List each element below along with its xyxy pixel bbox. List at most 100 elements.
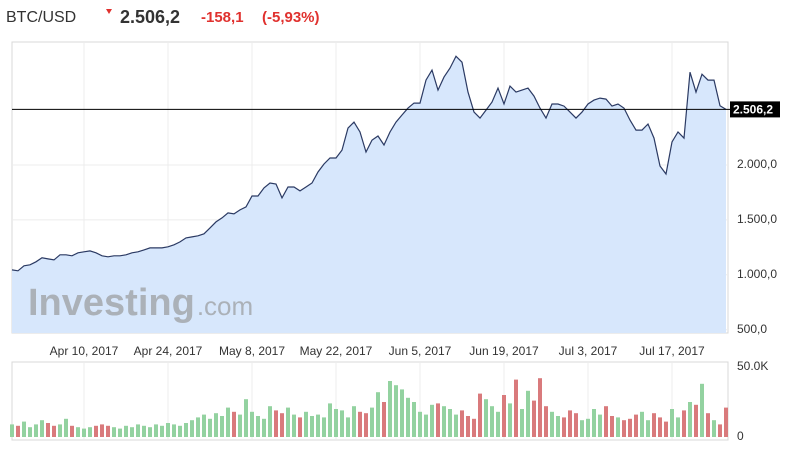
- volume-bar: [46, 423, 50, 437]
- volume-bar: [64, 418, 68, 437]
- volume-bar: [496, 411, 500, 437]
- x-tick-label: Apr 10, 2017: [50, 344, 119, 358]
- volume-bar: [682, 410, 686, 437]
- last-price-label: 2.506,2: [733, 103, 773, 117]
- symbol: BTC/USD: [6, 9, 76, 26]
- volume-bar: [148, 427, 152, 437]
- volume-bar: [250, 411, 254, 437]
- volume-bar: [574, 413, 578, 437]
- volume-bar: [700, 383, 704, 437]
- volume-bar: [286, 407, 290, 437]
- volume-bar: [544, 406, 548, 437]
- last-price: 2.506,2: [120, 7, 180, 27]
- volume-bar: [358, 411, 362, 437]
- volume-bar: [514, 379, 518, 437]
- volume-tick-label: 50.0K: [737, 359, 768, 373]
- x-tick-label: Jun 5, 2017: [389, 344, 452, 358]
- volume-bar: [424, 414, 428, 437]
- x-tick-label: May 8, 2017: [219, 344, 285, 358]
- volume-bar: [292, 414, 296, 437]
- volume-bar: [640, 411, 644, 437]
- volume-bar: [556, 416, 560, 437]
- volume-bar: [520, 409, 524, 437]
- volume-bar: [190, 420, 194, 437]
- volume-bar: [526, 390, 530, 437]
- volume-bar: [220, 416, 224, 437]
- volume-bar: [610, 416, 614, 437]
- volume-bar: [364, 413, 368, 437]
- y-tick-label: 1.500,0: [737, 212, 777, 226]
- volume-bar: [538, 378, 542, 437]
- volume-bar: [436, 403, 440, 437]
- volume-bar: [352, 406, 356, 437]
- x-tick-label: May 22, 2017: [300, 344, 373, 358]
- volume-bar: [622, 420, 626, 437]
- volume-bar: [550, 411, 554, 437]
- volume-bar: [52, 425, 56, 437]
- volume-bar: [10, 424, 14, 437]
- volume-bar: [166, 423, 170, 437]
- volume-bar: [472, 418, 476, 437]
- volume-bar: [568, 410, 572, 437]
- volume-bar: [688, 402, 692, 437]
- volume-bar: [136, 424, 140, 437]
- volume-bar: [310, 416, 314, 437]
- volume-bar: [460, 410, 464, 437]
- volume-bar: [88, 427, 92, 437]
- volume-bar: [208, 418, 212, 437]
- volume-bar: [484, 399, 488, 437]
- volume-bar: [628, 418, 632, 437]
- volume-bar: [172, 424, 176, 437]
- volume-bar: [124, 425, 128, 437]
- volume-bar: [478, 393, 482, 437]
- volume-bar: [490, 406, 494, 437]
- volume-bar: [106, 425, 110, 437]
- x-tick-label: Jul 17, 2017: [639, 344, 705, 358]
- volume-bar: [94, 425, 98, 437]
- volume-bar: [304, 411, 308, 437]
- volume-bar: [16, 425, 20, 437]
- volume-bar: [442, 406, 446, 437]
- volume-bar: [508, 403, 512, 437]
- volume-bar: [652, 413, 656, 437]
- volume-bar: [466, 416, 470, 437]
- last-price-box: [730, 101, 780, 118]
- volume-bar: [22, 421, 26, 437]
- volume-bar: [370, 407, 374, 437]
- volume-bar: [406, 397, 410, 437]
- volume-bar: [340, 410, 344, 437]
- volume-bar: [214, 413, 218, 437]
- volume-bar: [430, 404, 434, 437]
- volume-bar: [58, 424, 62, 437]
- volume-bar: [244, 399, 248, 437]
- volume-bar: [634, 414, 638, 437]
- volume-bar: [82, 428, 86, 437]
- volume-bar: [178, 425, 182, 437]
- volume-bar: [400, 389, 404, 437]
- volume-bar: [394, 385, 398, 437]
- volume-bar: [226, 407, 230, 437]
- volume-bar: [316, 414, 320, 437]
- volume-bar: [598, 414, 602, 437]
- volume-bar: [694, 404, 698, 437]
- volume-bar: [724, 407, 728, 437]
- volume-bar: [238, 414, 242, 437]
- volume-bar: [118, 428, 122, 437]
- volume-bar: [130, 427, 134, 437]
- volume-bar: [616, 417, 620, 437]
- volume-bar: [412, 402, 416, 437]
- volume-bar: [274, 410, 278, 437]
- volume-bar: [268, 406, 272, 437]
- volume-bar: [232, 411, 236, 437]
- volume-bar: [604, 406, 608, 437]
- volume-bar: [532, 400, 536, 437]
- price-line: [11, 55, 727, 272]
- volume-bar: [160, 425, 164, 437]
- volume-bar: [34, 424, 38, 437]
- x-tick-label: Apr 24, 2017: [134, 344, 203, 358]
- volume-bar: [70, 425, 74, 437]
- volume-bar: [298, 417, 302, 437]
- volume-bar: [334, 409, 338, 437]
- change-percent: (-5,93%): [262, 9, 320, 26]
